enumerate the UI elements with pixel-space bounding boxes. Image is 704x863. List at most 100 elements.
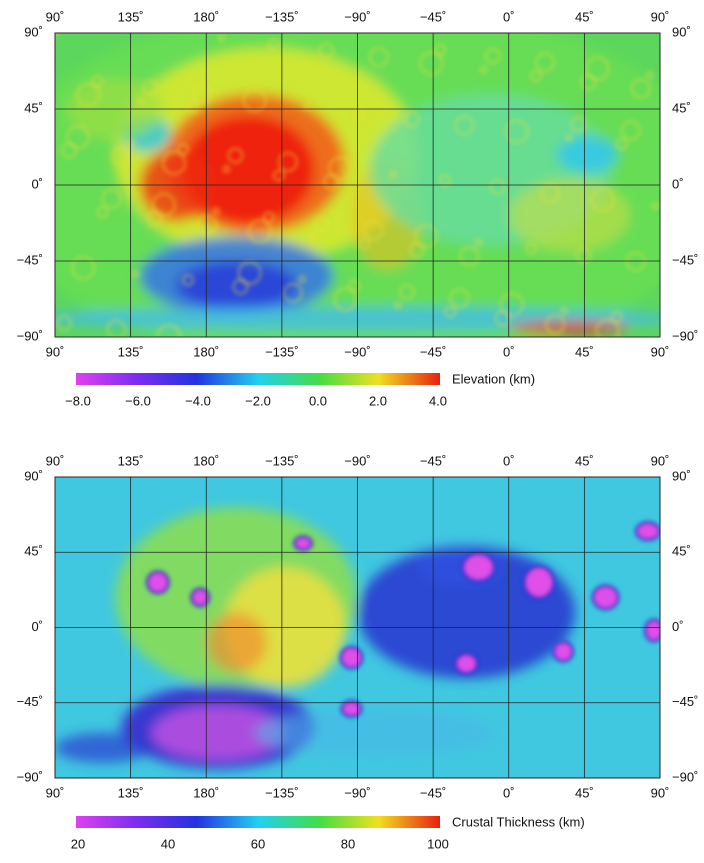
basin [526, 568, 552, 597]
crater [76, 83, 101, 107]
crater [414, 224, 438, 249]
colorbar-tick-label: 20 [71, 836, 85, 851]
lon-label: −90˚ [344, 9, 370, 24]
colorbar [76, 373, 440, 385]
lon-label: 135˚ [118, 453, 144, 468]
lat-label: 0˚ [672, 176, 684, 191]
crater [142, 79, 158, 96]
crater [358, 237, 371, 250]
crater [96, 206, 109, 219]
crater [268, 38, 280, 51]
crater [363, 220, 384, 240]
map-region [357, 546, 576, 679]
crater [368, 47, 389, 67]
crater [500, 292, 524, 317]
colorbar-tick-label: 4.0 [429, 393, 447, 408]
lon-label: −90˚ [344, 453, 370, 468]
crater [560, 307, 568, 315]
lon-label: −135˚ [265, 344, 299, 359]
crater [651, 202, 659, 210]
lon-label: 45˚ [575, 9, 594, 24]
crater [157, 324, 181, 337]
crater [197, 215, 218, 235]
lon-label: 90˚ [46, 785, 65, 800]
colorbar-tick-label: 100 [427, 836, 449, 851]
lon-label: 180˚ [193, 785, 219, 800]
lon-label: −135˚ [265, 785, 299, 800]
lon-label: 180˚ [193, 9, 219, 24]
crater [394, 301, 402, 310]
lon-label: −135˚ [265, 453, 299, 468]
crater [389, 170, 397, 179]
crater [192, 84, 212, 104]
lon-label: 90˚ [46, 9, 65, 24]
lon-label: 135˚ [118, 344, 144, 359]
crater [484, 48, 501, 64]
lat-label: 0˚ [31, 619, 43, 634]
lat-label: 90˚ [672, 24, 691, 39]
crater [479, 65, 488, 74]
crater [187, 101, 199, 114]
lon-label: 45˚ [575, 785, 594, 800]
lon-label: 90˚ [46, 453, 65, 468]
crater [91, 75, 104, 87]
crater [56, 315, 72, 332]
crater [434, 44, 446, 56]
lat-label: −45˚ [17, 694, 43, 709]
lon-label: 90˚ [651, 9, 670, 24]
crater [449, 288, 470, 308]
map-region [508, 321, 630, 334]
lon-label: 0˚ [503, 785, 515, 800]
crater [313, 216, 329, 232]
lat-label: −45˚ [672, 252, 698, 267]
lat-label: 0˚ [31, 176, 43, 191]
crater [353, 106, 366, 119]
crater [328, 156, 353, 180]
crater [646, 71, 654, 79]
lat-label: −45˚ [672, 694, 698, 709]
colorbar-tick-label: 0.0 [309, 393, 327, 408]
basin [457, 655, 476, 672]
crater [459, 246, 480, 267]
crater [177, 143, 189, 156]
crater [545, 314, 565, 335]
basin [637, 524, 658, 539]
colorbar-label: Elevation (km) [452, 371, 535, 386]
lon-label: 180˚ [193, 453, 219, 468]
basin [342, 648, 361, 667]
crater [489, 179, 506, 195]
crater [263, 211, 275, 224]
crater [610, 311, 623, 323]
lon-label: −90˚ [344, 785, 370, 800]
crater [505, 119, 529, 144]
crater [454, 115, 475, 135]
crater [278, 152, 298, 172]
lat-label: 90˚ [672, 468, 691, 483]
crater [333, 287, 358, 312]
crater [535, 52, 555, 73]
crater [474, 238, 483, 247]
crater [298, 275, 306, 284]
lat-label: 90˚ [24, 468, 43, 483]
crater [101, 188, 122, 209]
lon-label: 180˚ [193, 344, 219, 359]
colorbar-tick-label: 60 [251, 836, 265, 851]
crater [444, 306, 457, 318]
colorbar-tick-label: −4.0 [185, 393, 211, 408]
crater [162, 151, 186, 175]
lat-label: 45˚ [672, 100, 691, 115]
crater [615, 138, 628, 150]
lon-label: 90˚ [651, 453, 670, 468]
colorbar-tick-label: −6.0 [125, 393, 151, 408]
crater [242, 88, 267, 112]
map-region [557, 136, 618, 173]
crater [237, 261, 262, 285]
crater [626, 251, 646, 272]
basin [464, 555, 493, 580]
crater [419, 51, 443, 76]
map-spots [55, 33, 659, 337]
lon-label: −135˚ [265, 9, 299, 24]
